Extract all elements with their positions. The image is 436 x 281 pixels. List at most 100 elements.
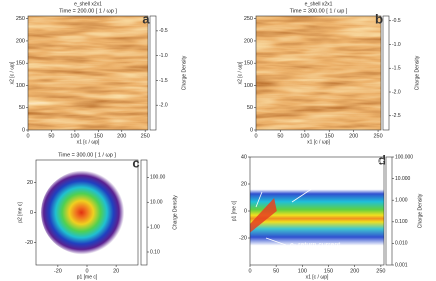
colorbar-tick-label: 0.10 [150,249,160,255]
y-tick-label: 150 [16,61,25,67]
x-tick-label: 0 [85,268,88,274]
heatmap-image [256,16,381,130]
y-tick-label: 150 [244,61,253,67]
panel-label: d [378,152,386,167]
colorbar [149,15,157,131]
annotation: e- return current [290,242,340,249]
annotation: to filament [334,165,366,172]
x-tick-label: 100 [300,133,309,139]
x-axis-label: x1 [c / ωp] [77,139,100,145]
x-tick-label: 50 [277,133,283,139]
panel-subtitle: Time = 300.00 [ 1 / ωp ] [58,152,116,158]
colorbar-tick-label: 0.001 [395,262,408,268]
x-tick-label: 150 [324,268,333,274]
colorbar-tick-label: -2.5 [392,113,401,119]
colorbar-tick-label: -0.5 [392,18,401,24]
x-tick-label: 50 [48,133,54,139]
y-tick-label: 20 [27,180,33,186]
colorbar-tick-label: -0.5 [159,28,168,34]
y-tick-label: 0 [22,127,25,133]
x-axis-label: x1 [c / ωp] [307,139,330,145]
y-tick-label: 40 [241,154,247,160]
x-tick-label: 250 [373,133,382,139]
x-tick-label: -20 [54,268,62,274]
y-tick-label: 50 [19,105,25,111]
x-tick-label: 150 [94,133,103,139]
heatmap-image [250,189,384,246]
annotation: coalescence [334,172,373,179]
plot-frame [27,15,149,131]
colorbar-tick-label: -1.0 [392,42,401,48]
y-axis-label: x2 [c / ωp] [9,61,15,84]
x-tick-label: 0 [254,133,257,139]
y-tick-label: 20 [241,181,247,187]
y-tick-label: -20 [239,235,247,241]
colorbar-tick-label: 10.000 [395,176,411,182]
x-tick-label: 100 [298,268,307,274]
x-tick-label: 250 [376,268,385,274]
colorbar-tick-label: 0.100 [395,219,408,225]
y-tick-label: 100 [244,83,253,89]
y-tick-label: -20 [25,240,33,246]
x-tick-label: 250 [141,133,150,139]
annotation: e- "acceleration" due [320,158,385,165]
heatmap-image [41,170,127,255]
colorbar-label: Charge Density [417,193,423,228]
panel-label: b [375,11,383,26]
x-tick-label: 20 [113,268,119,274]
colorbar-tick-label: -2.0 [392,89,401,95]
y-tick-label: 0 [244,208,247,214]
colorbar [382,15,390,131]
arrow [265,237,287,246]
heatmap-image [250,198,277,233]
x-tick-label: 0 [248,268,251,274]
colorbar-label: Charge Density [181,55,187,90]
x-tick-label: 200 [349,133,358,139]
colorbar-tick-label: 100.000 [395,154,413,160]
colorbar-tick-label: 10.00 [150,200,163,206]
panel-label: c [132,155,139,170]
y-tick-label: 0 [30,210,33,216]
y-tick-label: 50 [247,105,253,111]
y-tick-label: 0 [250,127,253,133]
colorbar-tick-label: -1.0 [159,53,168,59]
colorbar-tick-label: 0.010 [395,241,408,247]
colorbar-tick-label: 100.00 [150,175,166,181]
colorbar-tick-label: -2.0 [159,103,168,109]
colorbar-tick-label: 1.000 [395,198,408,204]
colorbar-tick-label: -1.5 [392,66,401,72]
colorbar-label: Charge Density [172,195,178,230]
y-axis-label: p1 [me c] [231,200,237,221]
panel-title: e_shell x2x1 [74,1,102,7]
x-tick-label: 50 [273,268,279,274]
panel-title: e_shell x2x1 [305,1,333,7]
heatmap-image [28,16,148,130]
y-tick-label: 200 [244,38,253,44]
colorbar [140,159,148,266]
annotation-arrows [255,181,323,246]
panel-label: a [142,11,150,26]
colorbar [385,156,393,266]
y-tick-label: 250 [244,16,253,22]
y-tick-label: 250 [16,16,25,22]
x-axis-label: x1 [c / ωp] [306,274,329,280]
x-axis-label: p1 [me c] [77,274,98,280]
panel-subtitle: Time = 300.00 [ 1 / ωp ] [290,8,348,14]
colorbar-tick-label: 1.00 [150,224,160,230]
annotation: e- slowdown [252,184,291,191]
y-tick-label: 200 [16,38,25,44]
colorbar-label: Charge Density [414,55,420,90]
arrow [291,181,323,203]
y-axis-label: x2 [c / ωp] [237,61,243,84]
x-tick-label: 0 [26,133,29,139]
y-tick-label: 100 [16,83,25,89]
arrow [255,191,263,208]
panel-subtitle: Time = 200.00 [ 1 / ωp ] [59,8,117,14]
x-tick-label: 150 [325,133,334,139]
x-tick-label: 200 [117,133,126,139]
plot-frame [255,15,382,131]
y-axis-label: p2 [me c] [17,202,23,223]
x-tick-label: 200 [350,268,359,274]
x-tick-label: 100 [70,133,79,139]
